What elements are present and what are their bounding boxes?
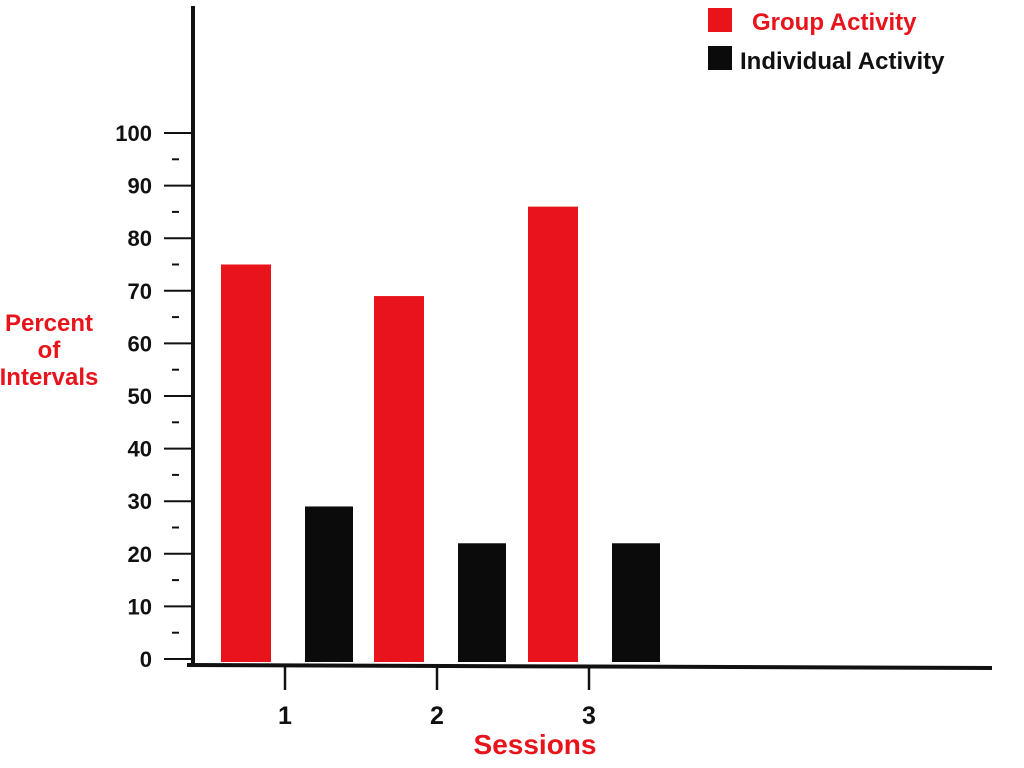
- y-tick-label-10: 10: [128, 594, 152, 619]
- y-ticks: 0 10 20 30 40 50 60 70 80 90 100: [115, 121, 191, 672]
- bar-individual-activity-session-3: [612, 543, 660, 662]
- y-tick-label-50: 50: [128, 384, 152, 409]
- y-tick-label-80: 80: [128, 226, 152, 251]
- bars: [221, 206, 660, 662]
- y-axis-title-line-2: of: [38, 337, 62, 364]
- x-tick-label-2: 2: [430, 702, 444, 730]
- x-ticks: 1 2 3: [278, 667, 596, 730]
- y-axis-title-line-1: Percent: [5, 310, 93, 337]
- bar-individual-activity-session-2: [458, 543, 506, 662]
- legend-swatch-group-activity: [708, 8, 732, 32]
- x-axis: 1 2 3: [186, 663, 993, 730]
- x-axis-title: Sessions: [474, 729, 597, 760]
- y-tick-label-30: 30: [128, 489, 152, 514]
- y-axis: 0 10 20 30 40 50 60 70 80 90 100: [115, 6, 195, 672]
- y-tick-label-0: 0: [140, 647, 152, 672]
- legend-label-group-activity: Group Activity: [752, 9, 917, 36]
- x-tick-label-1: 1: [278, 702, 292, 730]
- y-axis-title: Percent of Intervals: [0, 310, 98, 391]
- y-tick-label-70: 70: [128, 279, 152, 304]
- y-axis-title-line-3: Intervals: [0, 364, 98, 391]
- y-tick-label-40: 40: [128, 437, 152, 462]
- y-tick-label-20: 20: [128, 542, 152, 567]
- bar-group-activity-session-1: [221, 264, 271, 662]
- bar-group-activity-session-2: [374, 296, 424, 662]
- x-axis-line: [186, 663, 993, 670]
- x-tick-label-3: 3: [582, 702, 596, 730]
- legend-label-individual-activity: Individual Activity: [740, 48, 945, 75]
- bar-individual-activity-session-1: [305, 506, 353, 662]
- legend: Group Activity Individual Activity: [708, 8, 945, 75]
- legend-swatch-individual-activity: [708, 46, 732, 70]
- y-tick-label-100: 100: [115, 121, 152, 146]
- bar-group-activity-session-3: [528, 206, 578, 662]
- y-tick-label-90: 90: [128, 174, 152, 199]
- y-tick-label-60: 60: [128, 331, 152, 356]
